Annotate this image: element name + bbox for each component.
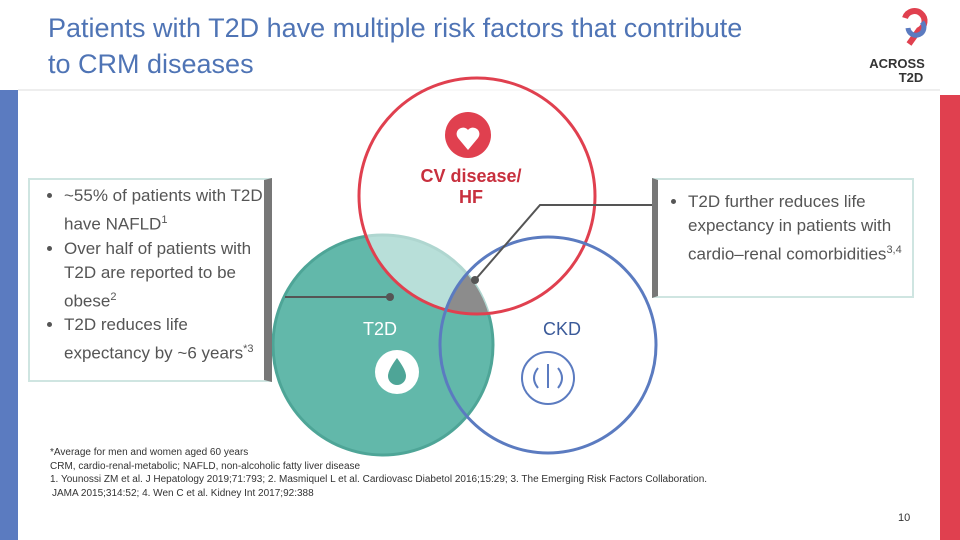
logo: ACROSS T2D — [869, 8, 928, 85]
bullet: Over half of patients with T2D are repor… — [64, 237, 264, 314]
ckd-label: CKD — [543, 319, 581, 339]
superscript: 3,4 — [886, 244, 902, 256]
cv-label: CV disease/ — [420, 166, 521, 186]
kidney-shape — [533, 364, 563, 389]
ckd-circle — [438, 235, 658, 455]
bullet-text: ~55% of patients with T2D have NAFLD — [64, 186, 263, 234]
bullet: T2D further reduces life expectancy in p… — [688, 190, 912, 267]
bullet-text: Over half of patients with T2D are repor… — [64, 238, 252, 311]
bullet: ~55% of patients with T2D have NAFLD1 — [64, 184, 264, 237]
right-bar — [940, 95, 960, 540]
superscript: 1 — [161, 214, 168, 226]
connector-dot — [471, 276, 479, 284]
connector — [474, 204, 652, 281]
footnote: *Average for men and women aged 60 years — [50, 447, 249, 458]
cv-circle — [357, 76, 597, 316]
cv-label: HF — [459, 187, 483, 207]
superscript: *3 — [243, 343, 254, 356]
heart-shape — [456, 127, 480, 150]
footnote: JAMA 2015;314:52; 4. Wen C et al. Kidney… — [52, 487, 314, 499]
bullet-text: T2D further reduces life expectancy in p… — [688, 192, 892, 264]
footnote: CRM, cardio-renal-metabolic; NAFLD, non-… — [50, 460, 361, 472]
t2d-label: T2D — [363, 319, 397, 339]
title: Patients with T2D have multiple risk fac… — [48, 13, 743, 79]
bullet: T2D reduces life expectancy by ~6 years*… — [64, 313, 264, 366]
bullet-list: T2D further reduces life expectancy in p… — [658, 190, 912, 267]
drop-shape — [388, 358, 406, 385]
connector-dot — [386, 293, 394, 301]
right-box: T2D further reduces life expectancy in p… — [652, 178, 914, 298]
left-box: ~55% of patients with T2D have NAFLD1Ove… — [28, 178, 272, 382]
page-number: 10 — [898, 512, 911, 524]
cv-fill — [359, 78, 595, 314]
bullet-list: ~55% of patients with T2D have NAFLD1Ove… — [30, 184, 264, 366]
left-bar — [0, 90, 18, 540]
bullet-text: T2D reduces life expectancy by ~6 years — [64, 315, 244, 363]
footnote: 1. Younossi ZM et al. J Hepatology 2019;… — [50, 474, 708, 485]
logo-text: ACROSS — [869, 56, 925, 71]
footnotes: *Average for men and women aged 60 years… — [50, 446, 707, 500]
superscript: 2 — [110, 290, 117, 303]
logo-text: T2D — [899, 70, 924, 85]
